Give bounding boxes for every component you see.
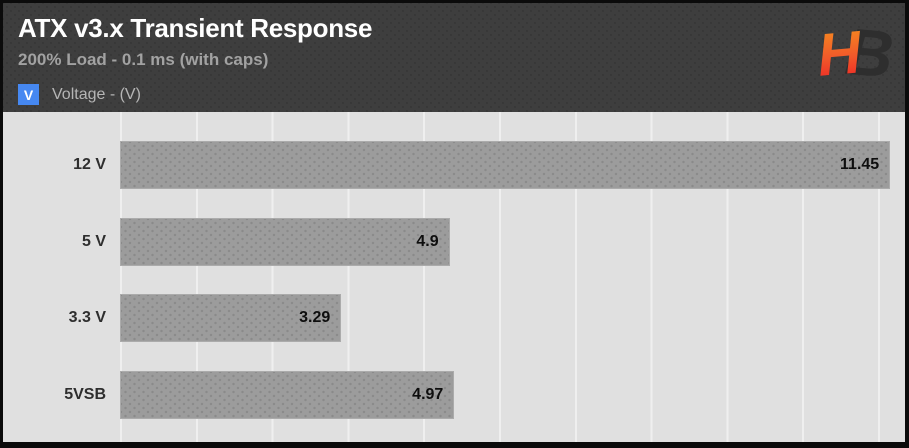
svg-text:H: H [819,18,865,89]
chart-legend: V Voltage - (V) [18,84,905,105]
bar-5vsb: 4.97 [120,371,455,420]
chart-subtitle: 200% Load - 0.1 ms (with caps) [18,50,269,69]
value-label: 4.9 [416,232,439,250]
svg-text:B: B [842,14,896,90]
bar-3-3v: 3.29 [120,294,342,343]
bar-row-3-3v: 3.3 V 3.29 [3,280,905,357]
plot-area: 12 V 11.45 5 V 4.9 3.3 V [3,112,905,442]
value-label: 11.45 [840,156,880,174]
legend-label: Voltage - (V) [52,85,141,103]
bar-track: 4.9 [120,217,905,266]
bar-row-5vsb: 5VSB 4.97 [3,357,905,434]
category-label: 12 V [73,156,106,174]
bar-track: 4.97 [120,371,905,420]
value-label: 3.29 [299,309,331,327]
category-label: 3.3 V [68,309,106,327]
bar-5v: 4.9 [120,217,450,266]
bar-track: 3.29 [120,294,905,343]
bar-row-5v: 5 V 4.9 [3,204,905,281]
bar-rows: 12 V 11.45 5 V 4.9 3.3 V [3,112,905,433]
category-label: 5VSB [64,386,106,404]
category-label: 5 V [81,232,106,250]
hb-logo-icon: B H [819,14,896,90]
chart-header: ATX v3.x Transient Response 200% Load - … [3,3,905,112]
bar-row-12v: 12 V 11.45 [3,127,905,204]
bar-12v: 11.45 [120,141,891,190]
bar-track: 11.45 [120,141,905,190]
chart-title: ATX v3.x Transient Response [18,13,373,43]
voltage-series-swatch-icon: V [18,84,39,105]
value-label: 4.97 [412,386,444,404]
